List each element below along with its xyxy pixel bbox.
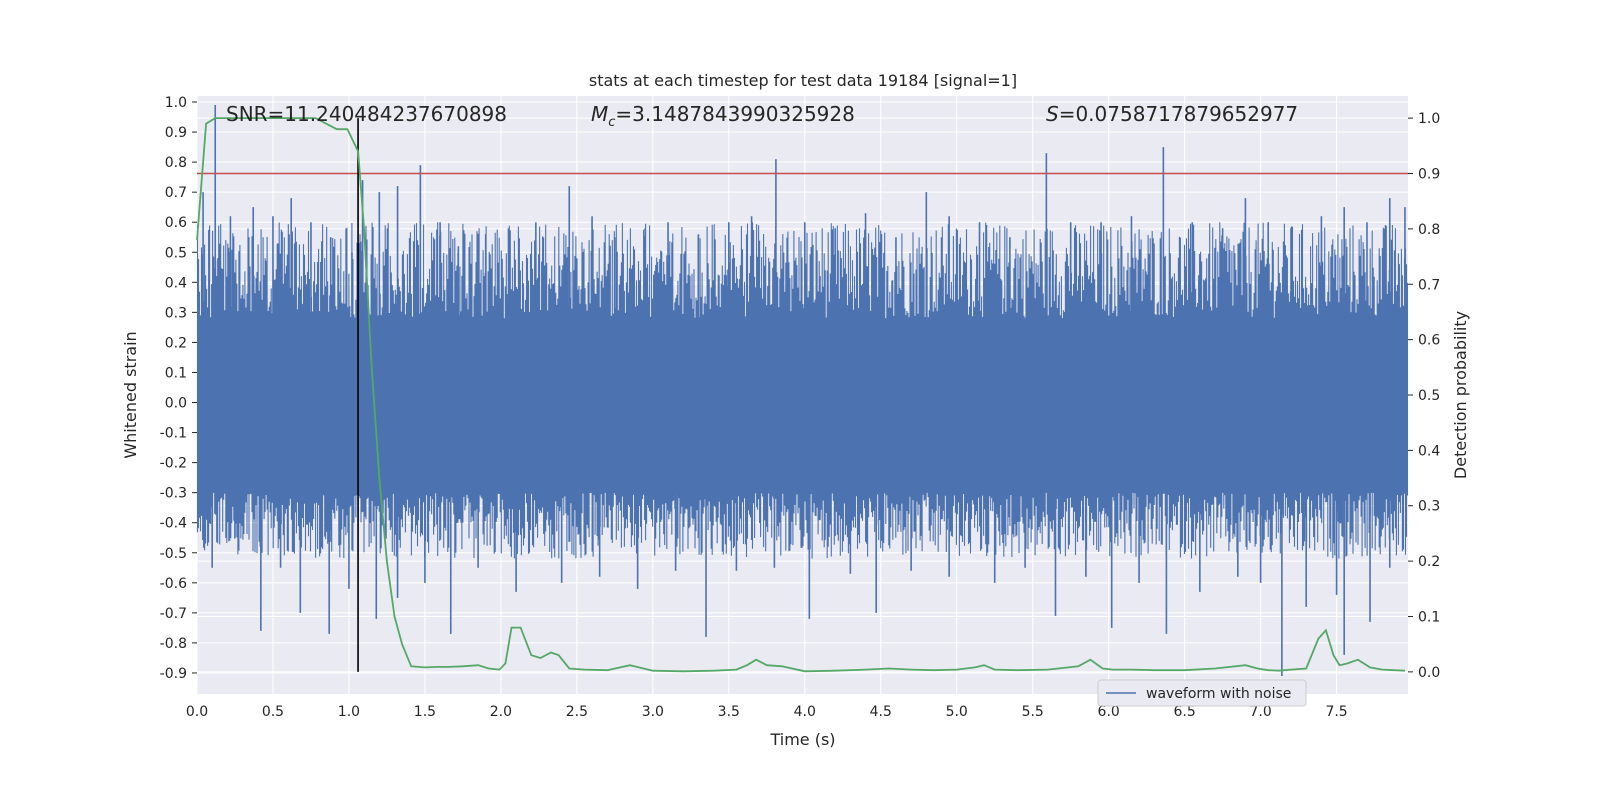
x-tick-label: 4.0 bbox=[794, 704, 816, 720]
y-tick-label: -0.2 bbox=[160, 456, 187, 472]
y-tick-label: 0.1 bbox=[165, 365, 187, 381]
x-tick-label: 5.5 bbox=[1022, 704, 1044, 720]
legend-entry-waveform: waveform with noise bbox=[1146, 686, 1291, 702]
y-tick-label: 0.0 bbox=[165, 396, 187, 412]
x-tick-label: 7.0 bbox=[1249, 704, 1271, 720]
legend: waveform with noise bbox=[1097, 679, 1307, 707]
y2-axis-label: Detection probability bbox=[1451, 311, 1470, 479]
x-tick-label: 3.5 bbox=[718, 704, 740, 720]
x-tick-label: 6.5 bbox=[1174, 704, 1196, 720]
x-tick-label: 2.0 bbox=[490, 704, 512, 720]
chirp-mass-value: =3.1487843990325928 bbox=[615, 102, 854, 126]
y-tick-label: -0.3 bbox=[160, 486, 187, 502]
s-value: =0.0758717879652977 bbox=[1059, 102, 1298, 126]
legend-box bbox=[1097, 679, 1307, 707]
y2-tick-label: 0.3 bbox=[1418, 499, 1440, 515]
y-tick-label: -0.9 bbox=[160, 666, 187, 682]
x-tick-label: 5.0 bbox=[946, 704, 968, 720]
x-tick-label: 7.5 bbox=[1325, 704, 1347, 720]
y-tick-label: -0.7 bbox=[160, 606, 187, 622]
y-tick-label: 0.9 bbox=[165, 125, 187, 141]
y-tick-label: -0.8 bbox=[160, 636, 187, 652]
waveform-series bbox=[196, 105, 1409, 676]
y2-tick-label: 1.0 bbox=[1418, 111, 1440, 127]
x-tick-label: 3.0 bbox=[642, 704, 664, 720]
x-axis-label: Time (s) bbox=[769, 730, 835, 749]
y-tick-label: -0.6 bbox=[160, 576, 187, 592]
s-symbol: S bbox=[1046, 102, 1059, 126]
chirp-mass-symbol: M bbox=[591, 102, 608, 126]
waveform-dense-band bbox=[197, 318, 1408, 493]
y2-tick-label: 0.0 bbox=[1418, 665, 1440, 681]
snr-annotation: SNR=11.240484237670898 bbox=[226, 102, 507, 126]
y2-tick-label: 0.4 bbox=[1418, 443, 1440, 459]
y-tick-label: 0.2 bbox=[165, 335, 187, 351]
y-tick-label: 0.4 bbox=[165, 275, 187, 291]
y-axis-label: Whitened strain bbox=[121, 331, 140, 458]
y-tick-label: 1.0 bbox=[165, 95, 187, 111]
y2-tick-label: 0.6 bbox=[1418, 333, 1440, 349]
x-tick-label: 2.5 bbox=[566, 704, 588, 720]
s-annotation: S=0.0758717879652977 bbox=[1046, 102, 1298, 126]
y-tick-label: 0.6 bbox=[165, 215, 187, 231]
y-tick-label: -0.4 bbox=[160, 516, 187, 532]
probability-line bbox=[196, 117, 1406, 673]
y2-tick-label: 0.9 bbox=[1418, 167, 1440, 183]
y-tick-label: 0.3 bbox=[165, 305, 187, 321]
x-tick-label: 1.0 bbox=[338, 704, 360, 720]
y-tick-label: -0.1 bbox=[160, 426, 187, 442]
y-tick-label: 0.5 bbox=[165, 245, 187, 261]
x-tick-label: 0.0 bbox=[186, 704, 208, 720]
y2-tick-label: 0.8 bbox=[1418, 222, 1440, 238]
chirp-mass-annotation: Mc=3.1487843990325928 bbox=[591, 102, 855, 130]
chirp-mass-subscript: c bbox=[608, 115, 615, 130]
x-tick-label: 1.5 bbox=[414, 704, 436, 720]
x-tick-label: 4.5 bbox=[870, 704, 892, 720]
y2-tick-label: 0.1 bbox=[1418, 609, 1440, 625]
ticks: 0.0 0.5 1.0 1.5 2.0 2.5 3.0 3.5 4.0 4.5 5.0 5.5 6.0 6… bbox=[160, 95, 1441, 720]
overlay bbox=[197, 118, 1408, 672]
y-tick-label: 0.8 bbox=[165, 155, 187, 171]
y2-tick-label: 0.5 bbox=[1418, 388, 1440, 404]
x-tick-label: 0.5 bbox=[262, 704, 284, 720]
y-tick-label: 0.7 bbox=[165, 185, 187, 201]
probability-series bbox=[196, 117, 1406, 673]
y-tick-label: -0.5 bbox=[160, 546, 187, 562]
x-tick-label: 6.0 bbox=[1098, 704, 1120, 720]
y2-tick-label: 0.7 bbox=[1418, 277, 1440, 293]
y2-tick-label: 0.2 bbox=[1418, 554, 1440, 570]
chart-title: stats at each timestep for test data 191… bbox=[589, 71, 1017, 90]
